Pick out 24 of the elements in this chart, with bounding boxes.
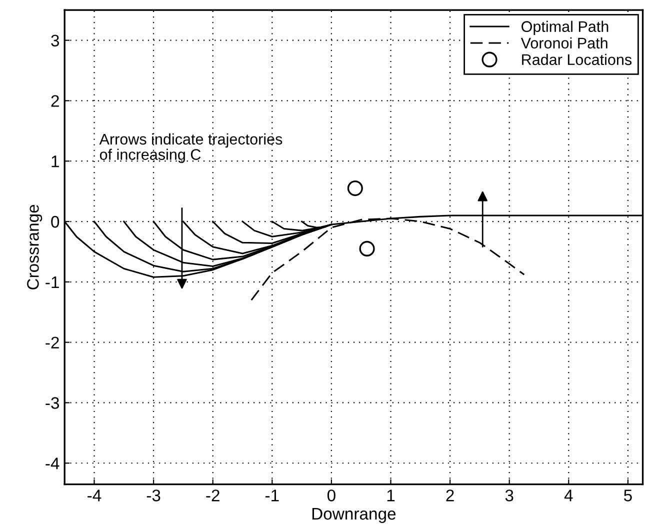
y-tick-label: -1	[46, 276, 59, 288]
x-tick-label: -1	[265, 490, 279, 502]
legend-label: Radar Locations	[522, 54, 632, 66]
x-tick-label: 3	[505, 490, 514, 502]
y-axis-title: Crossrange	[27, 204, 42, 290]
x-tick-label: 2	[446, 490, 454, 502]
y-tick-label: 3	[51, 34, 60, 46]
y-tick-label: -4	[46, 458, 60, 470]
y-tick-label: 1	[52, 156, 59, 168]
annotation: Arrows indicate trajectories of increasing C	[99, 133, 282, 163]
x-tick-label: 1	[387, 490, 395, 502]
x-tick-label: 5	[624, 490, 632, 502]
legend-label: Voronoi Path	[520, 37, 608, 49]
y-tick-label: 0	[51, 216, 60, 228]
x-tick-label: -4	[88, 490, 102, 502]
y-tick-label: -3	[46, 397, 60, 409]
x-tick-label: 4	[564, 490, 573, 502]
x-tick-label: -2	[206, 490, 220, 502]
x-tick-label: 0	[327, 490, 336, 502]
y-tick-label: 2	[51, 95, 59, 107]
y-tick-label: -2	[46, 336, 59, 348]
x-tick-label: -3	[146, 490, 160, 502]
x-axis-title: Downrange	[312, 508, 396, 523]
legend-label: Optimal Path	[522, 20, 608, 36]
